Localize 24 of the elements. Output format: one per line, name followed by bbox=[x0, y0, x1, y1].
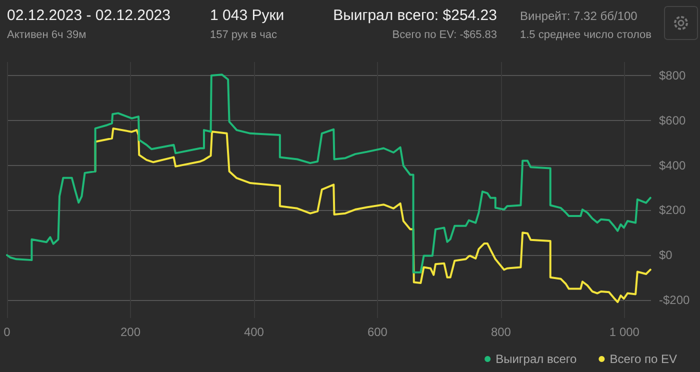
line-series bbox=[6, 74, 652, 274]
y-tick-label: $0 bbox=[659, 248, 673, 262]
text: Всего по EV: -$65.83 bbox=[392, 29, 497, 41]
text: 157 рук в час bbox=[210, 29, 278, 41]
text: Винрейт: 7.32 бб/100 bbox=[520, 9, 638, 23]
text: 1.5 среднее число столов bbox=[520, 29, 652, 41]
text: Выиграл всего: $254.23 bbox=[333, 7, 497, 24]
x-tick-label: 400 bbox=[244, 325, 264, 339]
x-tick-label: 200 bbox=[120, 325, 141, 339]
chart-title: 02.12.2023 - 02.12.2023 bbox=[7, 7, 170, 24]
text: 1 043 Руки bbox=[210, 7, 284, 24]
y-tick-label: $800 bbox=[659, 68, 686, 82]
y-tick-label: $400 bbox=[659, 158, 686, 172]
y-tick-label: $600 bbox=[659, 113, 686, 128]
y-tick-label: -$200 bbox=[659, 293, 690, 308]
line-series bbox=[94, 127, 652, 304]
x-tick-label: 1 000 bbox=[609, 325, 640, 339]
y-tick-label: $200 bbox=[659, 203, 686, 218]
legend-label: Выиграл всего bbox=[496, 352, 578, 366]
x-tick-label: 600 bbox=[367, 325, 388, 339]
chart-subtitle: Активен 6ч 39м bbox=[7, 29, 86, 41]
legend-label: Всего по EV bbox=[610, 352, 677, 366]
x-tick-label: 0 bbox=[4, 325, 11, 339]
x-tick-label: 800 bbox=[490, 325, 512, 339]
